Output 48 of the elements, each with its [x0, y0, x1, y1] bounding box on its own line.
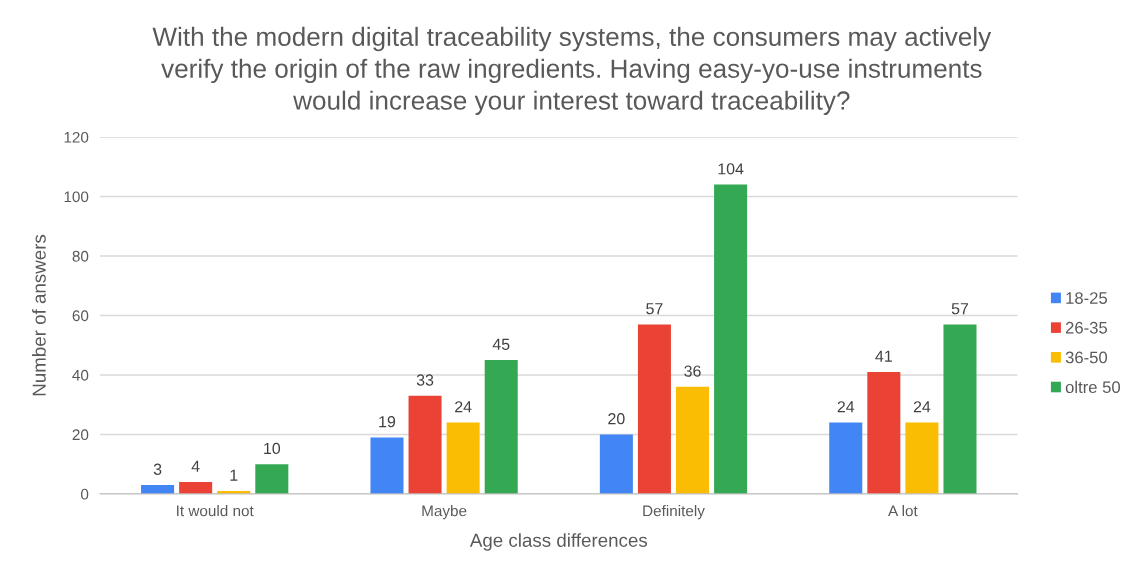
x-tick-label: It would not — [177, 505, 254, 517]
bar — [905, 422, 939, 494]
y-tick-label: 0 — [80, 488, 89, 500]
data-label: 24 — [913, 401, 931, 413]
data-label: 57 — [646, 303, 663, 315]
bar — [446, 422, 480, 494]
data-label: 1 — [230, 469, 238, 481]
bar — [370, 437, 404, 494]
legend-label: oltre 50 — [1065, 380, 1121, 394]
data-label: 33 — [416, 374, 434, 386]
y-tick-label: 60 — [72, 310, 89, 322]
legend-label: 26-35 — [1065, 321, 1108, 334]
data-label: 57 — [951, 303, 969, 315]
bar — [408, 395, 442, 494]
chart-title: With the modern digital traceability systems, the consumers may actively verify the origin of the raw ingredients. Having easy-yo-use instruments would increase your interest toward traceability? — [152, 26, 992, 115]
bar — [637, 324, 671, 494]
data-label: 36 — [684, 365, 701, 377]
bar — [255, 464, 289, 494]
bar — [714, 184, 748, 494]
bar — [599, 434, 633, 494]
bar — [867, 371, 901, 494]
data-label: 24 — [837, 401, 855, 413]
data-label: 4 — [191, 460, 200, 472]
y-tick-label: 120 — [64, 131, 89, 143]
x-axis-title: Age class differences — [469, 533, 648, 551]
y-tick-label: 80 — [72, 250, 89, 262]
data-label: 3 — [153, 463, 162, 475]
y-axis-title: Number of answers — [32, 234, 46, 396]
legend-label: 36-50 — [1065, 351, 1108, 364]
bar — [484, 360, 518, 494]
bar — [179, 482, 213, 494]
y-tick-label: 40 — [72, 369, 89, 381]
legend-label: 18-25 — [1066, 292, 1108, 304]
y-tick-label: 20 — [72, 429, 89, 441]
y-tick-label: 100 — [64, 191, 89, 203]
x-tick-label: A lot — [888, 505, 918, 517]
data-label: 10 — [264, 442, 281, 455]
bar — [943, 324, 977, 494]
data-label: 104 — [718, 163, 744, 175]
x-tick-label: Maybe — [422, 505, 467, 520]
bar — [829, 422, 863, 494]
data-label: 41 — [875, 350, 892, 362]
x-tick-label: Definitely — [643, 505, 705, 520]
data-label: 20 — [608, 413, 625, 425]
data-label: 19 — [379, 416, 396, 428]
bar — [676, 386, 710, 494]
data-label: 45 — [492, 338, 510, 350]
data-label: 24 — [455, 401, 472, 413]
